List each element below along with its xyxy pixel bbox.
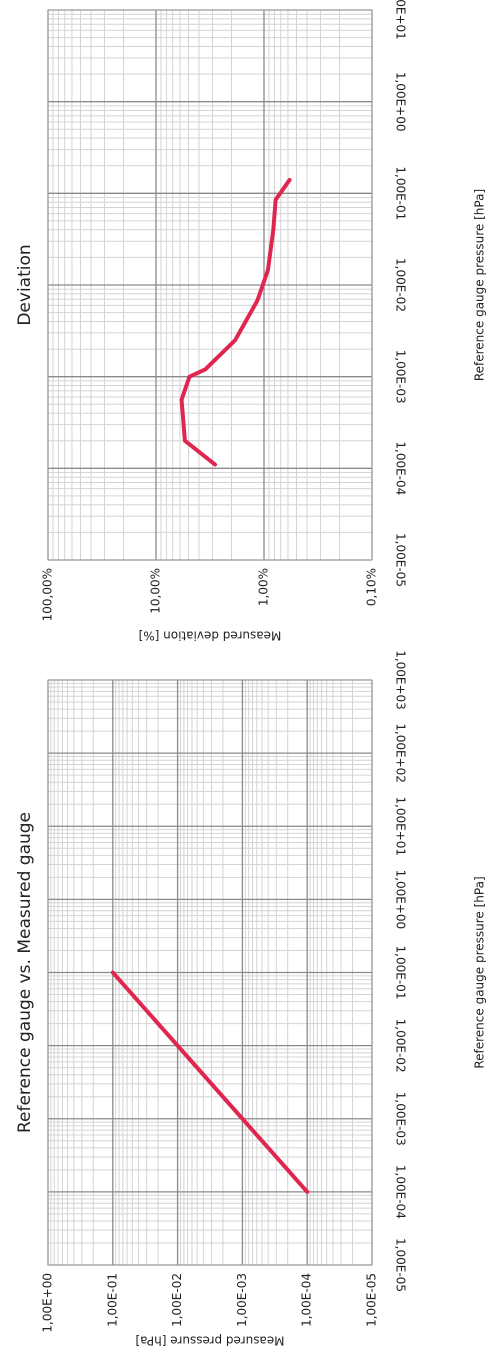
y-tick-label: 1,00E-03 (235, 1273, 249, 1327)
x-tick-label: 1,00E+03 (394, 650, 408, 710)
data-line (179, 177, 292, 467)
chart-title: Reference gauge vs. Measured gauge (15, 812, 35, 1133)
y-axis-title: Measured pressure [hPa] (135, 1334, 284, 1348)
x-tick-label: 1,00E-01 (394, 946, 408, 1000)
x-tick-label: 1,00E-01 (394, 166, 408, 220)
x-axis-title: Reference gauge pressure [hPa] (473, 189, 487, 381)
x-tick-label: 1,00E+00 (394, 870, 408, 930)
x-axis-title: Reference gauge pressure [hPa] (473, 876, 487, 1068)
x-tick-label: 1,00E-04 (394, 1165, 408, 1219)
y-tick-label: 1,00E+00 (41, 1273, 55, 1333)
y-tick-label: 10,00% (149, 568, 163, 614)
x-tick-label: 1,00E+00 (394, 72, 408, 132)
y-tick-label: 1,00% (257, 568, 271, 606)
y-axis-title: Measured deviation [%] (139, 629, 282, 643)
x-tick-label: 1,00E-02 (394, 1019, 408, 1073)
x-tick-label: 1,00E-04 (394, 441, 408, 495)
x-tick-label: 1,00E-05 (394, 1238, 408, 1292)
y-tick-label: 100,00% (41, 568, 55, 621)
x-tick-label: 1,00E-03 (394, 350, 408, 404)
y-tick-label: 1,00E-01 (105, 1273, 119, 1327)
plot-border (47, 9, 373, 561)
y-tick-label: 1,00E-05 (365, 1273, 379, 1327)
x-tick-label: 1,00E-02 (394, 258, 408, 312)
x-tick-label: 1,00E+02 (394, 723, 408, 783)
y-tick-label: 0,10% (365, 568, 379, 606)
y-tick-label: 1,00E-02 (170, 1273, 184, 1327)
y-tick-label: 1,00E-04 (300, 1273, 314, 1327)
x-tick-label: 1,00E+01 (394, 796, 408, 856)
chart-title: Deviation (15, 244, 35, 325)
plot-border (47, 679, 373, 1266)
x-tick-label: 1,00E+01 (394, 0, 408, 40)
x-tick-label: 1,00E-03 (394, 1092, 408, 1146)
data-line (110, 970, 310, 1194)
x-tick-label: 1,00E-05 (394, 533, 408, 587)
